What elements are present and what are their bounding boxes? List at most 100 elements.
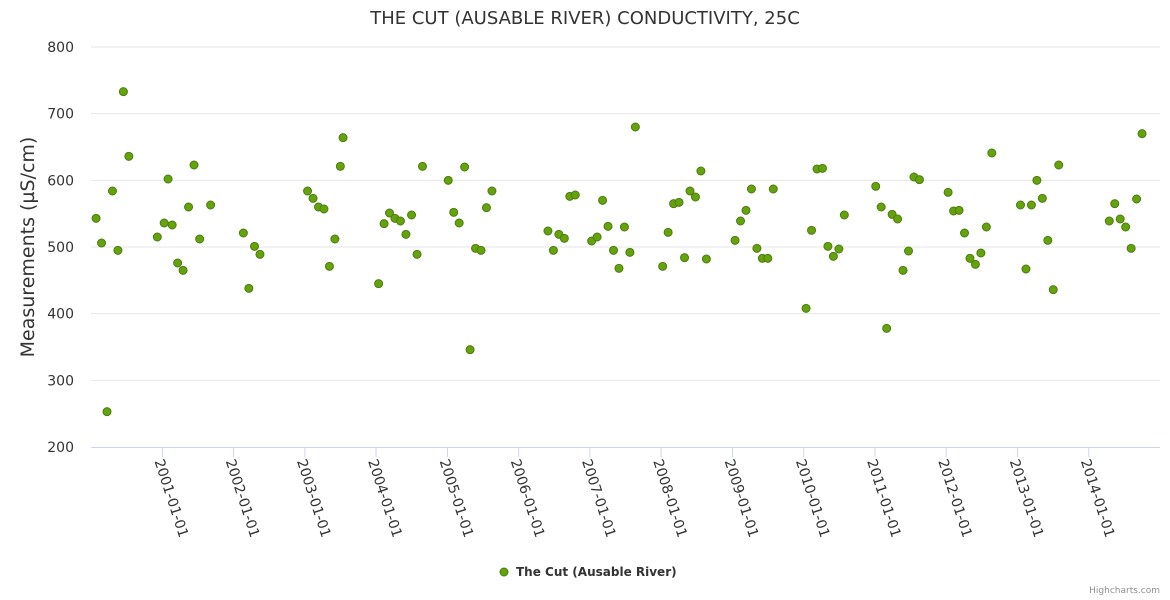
data-point[interactable] — [303, 186, 313, 196]
data-point[interactable] — [1037, 193, 1047, 203]
data-point[interactable] — [250, 241, 260, 251]
data-point[interactable] — [1104, 216, 1114, 226]
data-point[interactable] — [559, 233, 569, 243]
data-point[interactable] — [465, 345, 475, 355]
data-point[interactable] — [173, 258, 183, 268]
data-point[interactable] — [914, 175, 924, 185]
data-point[interactable] — [412, 249, 422, 259]
data-point[interactable] — [152, 232, 162, 242]
data-point[interactable] — [965, 253, 975, 263]
data-point[interactable] — [839, 210, 849, 220]
data-point[interactable] — [904, 246, 914, 256]
legend[interactable]: The Cut (Ausable River) — [499, 565, 677, 579]
data-point[interactable] — [407, 210, 417, 220]
data-point[interactable] — [338, 133, 348, 143]
data-point[interactable] — [696, 166, 706, 176]
data-point[interactable] — [543, 226, 553, 236]
data-point[interactable] — [1126, 243, 1136, 253]
data-point[interactable] — [1115, 214, 1125, 224]
data-point[interactable] — [178, 265, 188, 275]
data-point[interactable] — [882, 323, 892, 333]
data-point[interactable] — [244, 283, 254, 293]
data-point[interactable] — [614, 263, 624, 273]
data-point[interactable] — [834, 244, 844, 254]
data-point[interactable] — [91, 213, 101, 223]
data-point[interactable] — [324, 261, 334, 271]
data-point[interactable] — [603, 221, 613, 231]
data-point[interactable] — [443, 175, 453, 185]
data-point[interactable] — [1015, 200, 1025, 210]
data-point[interactable] — [97, 238, 107, 248]
data-point[interactable] — [102, 407, 112, 417]
data-point[interactable] — [1132, 194, 1142, 204]
data-point[interactable] — [189, 160, 199, 170]
data-point[interactable] — [1054, 160, 1064, 170]
data-point[interactable] — [701, 254, 711, 264]
data-point[interactable] — [385, 208, 395, 218]
data-point[interactable] — [625, 247, 635, 257]
data-point[interactable] — [598, 195, 608, 205]
data-point[interactable] — [801, 303, 811, 313]
data-point[interactable] — [876, 202, 886, 212]
data-point[interactable] — [807, 225, 817, 235]
data-point[interactable] — [124, 151, 134, 161]
data-point[interactable] — [970, 259, 980, 269]
data-point[interactable] — [680, 253, 690, 263]
data-point[interactable] — [374, 279, 384, 289]
data-point[interactable] — [828, 251, 838, 261]
data-point[interactable] — [159, 218, 169, 228]
data-point[interactable] — [730, 235, 740, 245]
data-point[interactable] — [330, 234, 340, 244]
data-point[interactable] — [609, 245, 619, 255]
data-point[interactable] — [685, 186, 695, 196]
data-point[interactable] — [981, 222, 991, 232]
data-point[interactable] — [1043, 235, 1053, 245]
data-point[interactable] — [674, 197, 684, 207]
data-point[interactable] — [1121, 222, 1131, 232]
credits-link[interactable]: Highcharts.com — [1089, 586, 1160, 596]
data-point[interactable] — [476, 245, 486, 255]
data-point[interactable] — [319, 204, 329, 214]
data-point[interactable] — [460, 162, 470, 172]
data-point[interactable] — [167, 220, 177, 230]
data-point[interactable] — [893, 214, 903, 224]
data-point[interactable] — [663, 227, 673, 237]
data-point[interactable] — [746, 184, 756, 194]
data-point[interactable] — [752, 243, 762, 253]
data-point[interactable] — [335, 161, 345, 171]
legend-item-label[interactable]: The Cut (Ausable River) — [516, 565, 677, 579]
data-point[interactable] — [417, 161, 427, 171]
data-point[interactable] — [255, 249, 265, 259]
data-point[interactable] — [898, 265, 908, 275]
data-point[interactable] — [107, 186, 117, 196]
data-point[interactable] — [487, 186, 497, 196]
data-point[interactable] — [195, 234, 205, 244]
data-point[interactable] — [1032, 175, 1042, 185]
data-point[interactable] — [976, 248, 986, 258]
data-point[interactable] — [763, 253, 773, 263]
data-point[interactable] — [454, 218, 464, 228]
data-point[interactable] — [943, 187, 953, 197]
data-point[interactable] — [658, 261, 668, 271]
data-point[interactable] — [1137, 129, 1147, 139]
data-point[interactable] — [960, 228, 970, 238]
data-point[interactable] — [401, 229, 411, 239]
data-point[interactable] — [118, 87, 128, 97]
data-point[interactable] — [690, 192, 700, 202]
data-point[interactable] — [871, 181, 881, 191]
data-point[interactable] — [449, 207, 459, 217]
data-point[interactable] — [206, 200, 216, 210]
data-point[interactable] — [987, 148, 997, 158]
data-point[interactable] — [741, 205, 751, 215]
data-point[interactable] — [570, 190, 580, 200]
data-point[interactable] — [736, 216, 746, 226]
data-point[interactable] — [379, 219, 389, 229]
data-point[interactable] — [1021, 264, 1031, 274]
data-point[interactable] — [184, 202, 194, 212]
data-point[interactable] — [823, 241, 833, 251]
data-point[interactable] — [954, 205, 964, 215]
data-point[interactable] — [592, 232, 602, 242]
data-point[interactable] — [481, 203, 491, 213]
data-point[interactable] — [308, 193, 318, 203]
data-point[interactable] — [619, 222, 629, 232]
